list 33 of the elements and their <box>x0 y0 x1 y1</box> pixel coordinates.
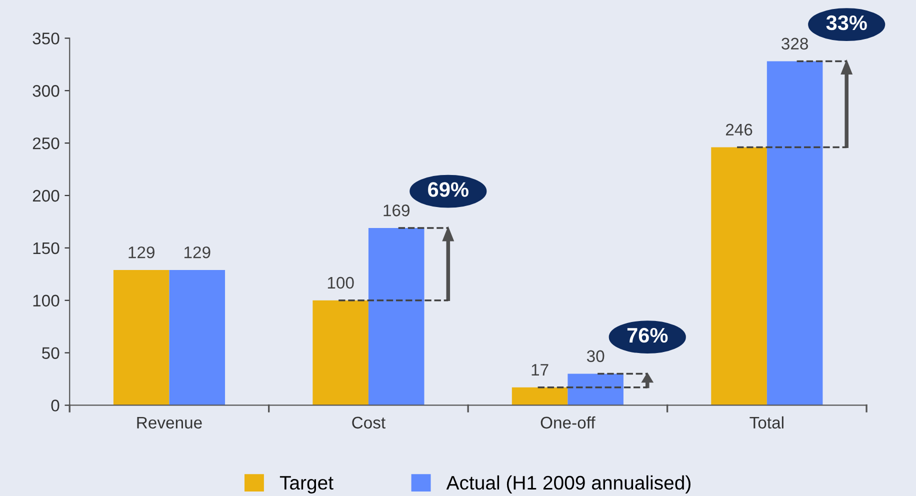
y-tick-label: 100 <box>33 294 60 307</box>
legend-label: Actual (H1 2009 annualised) <box>446 475 690 494</box>
data-label: 129 <box>184 246 210 258</box>
bar <box>568 374 624 406</box>
bar <box>169 270 226 406</box>
text: 33% <box>826 15 867 30</box>
bar <box>113 270 170 406</box>
data-label: 100 <box>328 276 354 289</box>
x-tick-label: Total <box>750 416 784 429</box>
y-tick-label: 200 <box>32 190 60 202</box>
data-label: 246 <box>726 124 752 136</box>
annotation: 69% <box>428 182 468 197</box>
data-label: 169 <box>384 204 410 216</box>
annotation: 76% <box>627 328 668 343</box>
y-tick-label: 300 <box>32 85 60 97</box>
legend-label: Target <box>280 476 334 494</box>
data-label: 17 <box>532 364 548 376</box>
y-tick-label: 50 <box>42 347 60 359</box>
y-tick-label: 150 <box>33 242 60 254</box>
data-label: 30 <box>586 350 604 362</box>
data-label: 328 <box>782 38 808 50</box>
y-tick-label: 250 <box>32 137 60 150</box>
bar <box>711 147 767 406</box>
bar <box>512 387 568 406</box>
x-tick-label: Revenue <box>137 416 202 429</box>
x-tick-label: One-off <box>540 416 596 429</box>
bar <box>368 228 424 406</box>
x-tick-label: Cost <box>352 416 386 429</box>
y-tick-label: 0 <box>51 400 60 412</box>
bar <box>312 300 368 406</box>
data-label: 129 <box>128 246 154 258</box>
y-tick-label: 350 <box>32 32 60 44</box>
bar <box>766 61 823 406</box>
